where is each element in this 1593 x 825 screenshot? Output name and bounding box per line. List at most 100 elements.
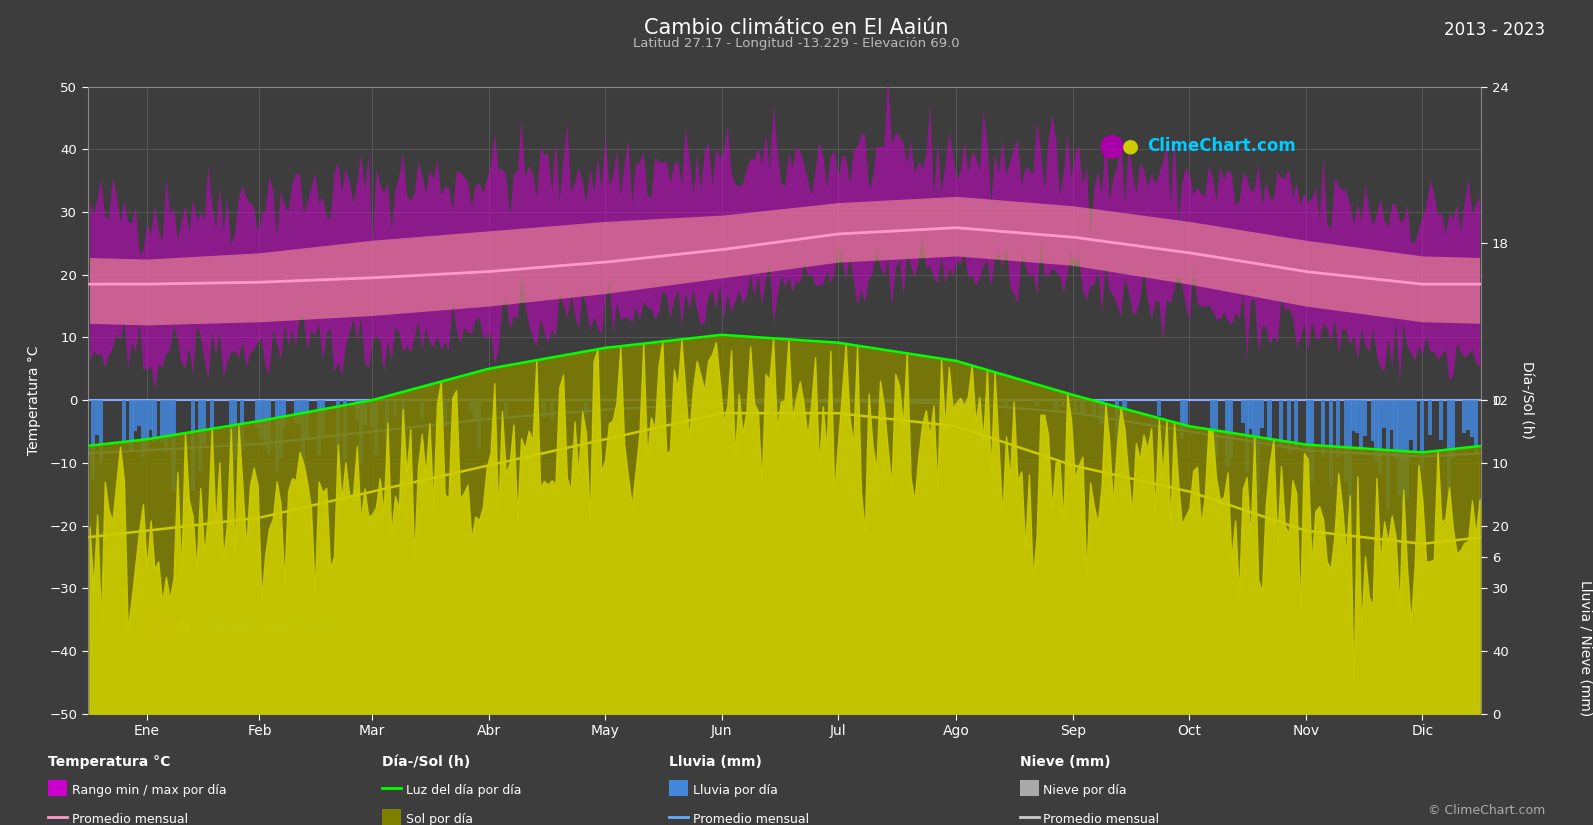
Bar xyxy=(1255,400,1260,495)
Bar xyxy=(140,400,145,457)
Bar xyxy=(306,400,309,439)
Bar xyxy=(1466,400,1470,431)
Bar xyxy=(419,400,424,419)
Bar xyxy=(1389,400,1394,430)
Bar xyxy=(1230,400,1233,460)
Bar xyxy=(1462,400,1467,433)
Bar xyxy=(1397,400,1402,494)
Bar xyxy=(320,400,325,436)
Bar xyxy=(1427,400,1432,435)
Bar xyxy=(1260,400,1263,427)
Bar xyxy=(1252,400,1257,450)
Text: Luz del día por día: Luz del día por día xyxy=(406,784,523,797)
Bar xyxy=(159,400,164,442)
Bar xyxy=(1348,400,1352,505)
Bar xyxy=(1375,400,1378,461)
Text: Nieve por día: Nieve por día xyxy=(1043,784,1126,797)
Bar xyxy=(542,400,546,417)
Text: Lluvia / Nieve (mm): Lluvia / Nieve (mm) xyxy=(1579,579,1591,716)
Bar xyxy=(1268,400,1271,442)
Bar xyxy=(129,400,134,450)
Bar xyxy=(91,400,96,478)
Bar xyxy=(1386,400,1391,511)
Text: ●: ● xyxy=(1099,132,1125,161)
Bar xyxy=(148,400,153,430)
Bar xyxy=(1321,400,1325,457)
Bar xyxy=(1440,400,1443,440)
Bar xyxy=(393,400,397,415)
Bar xyxy=(374,400,378,455)
Bar xyxy=(1287,400,1290,452)
Text: Lluvia por día: Lluvia por día xyxy=(693,784,777,797)
Bar xyxy=(1214,400,1219,457)
Bar xyxy=(1294,400,1298,448)
Bar xyxy=(1402,400,1405,507)
Bar xyxy=(301,400,306,467)
Bar xyxy=(714,400,718,407)
Bar xyxy=(293,400,298,422)
Bar xyxy=(358,400,363,463)
Bar xyxy=(229,400,233,467)
Text: Promedio mensual: Promedio mensual xyxy=(693,813,809,825)
Bar xyxy=(1241,400,1244,422)
Bar xyxy=(443,400,446,427)
Bar xyxy=(400,400,405,451)
Bar xyxy=(355,400,358,421)
Bar xyxy=(736,400,741,403)
Bar xyxy=(1344,400,1348,483)
Bar xyxy=(1378,400,1383,474)
Bar xyxy=(1179,400,1184,439)
Bar xyxy=(1309,400,1314,482)
Bar xyxy=(1053,400,1058,413)
Bar xyxy=(370,400,374,427)
Bar xyxy=(121,400,126,444)
Bar xyxy=(202,400,205,445)
Bar xyxy=(274,400,279,471)
Bar xyxy=(342,400,347,460)
Bar xyxy=(1249,400,1252,429)
Bar xyxy=(191,400,194,491)
Bar xyxy=(317,400,320,455)
Bar xyxy=(96,400,99,436)
Bar xyxy=(1225,400,1230,467)
Bar xyxy=(591,400,596,409)
Bar xyxy=(233,400,237,460)
Bar xyxy=(1351,400,1356,431)
Bar xyxy=(916,400,921,404)
Text: © ClimeChart.com: © ClimeChart.com xyxy=(1427,804,1545,817)
Bar xyxy=(503,400,508,416)
Bar xyxy=(198,400,202,471)
Bar xyxy=(1451,400,1454,459)
Bar xyxy=(1157,400,1161,416)
Text: ●: ● xyxy=(1121,137,1139,156)
Bar xyxy=(782,400,787,401)
Text: 2013 - 2023: 2013 - 2023 xyxy=(1445,21,1545,39)
Text: Latitud 27.17 - Longitud -13.229 - Elevación 69.0: Latitud 27.17 - Longitud -13.229 - Eleva… xyxy=(632,37,961,50)
Bar xyxy=(1359,400,1364,455)
Bar xyxy=(1184,400,1188,428)
Bar xyxy=(1337,400,1340,457)
Bar xyxy=(99,400,104,462)
Bar xyxy=(336,400,339,448)
Bar xyxy=(1004,400,1008,406)
Bar xyxy=(1306,400,1309,453)
Bar xyxy=(1370,400,1375,441)
Y-axis label: Día-/Sol (h): Día-/Sol (h) xyxy=(1520,361,1534,439)
Text: Nieve (mm): Nieve (mm) xyxy=(1020,755,1110,769)
Text: Sol por día: Sol por día xyxy=(406,813,473,825)
Bar xyxy=(1394,400,1397,459)
Bar xyxy=(362,400,366,425)
Bar xyxy=(1123,400,1126,417)
Bar xyxy=(1470,400,1474,436)
Bar xyxy=(145,400,148,451)
Bar xyxy=(1356,400,1359,433)
Bar xyxy=(913,400,916,403)
Text: Día-/Sol (h): Día-/Sol (h) xyxy=(382,755,470,769)
Bar xyxy=(263,400,268,446)
Bar xyxy=(1244,400,1249,473)
Bar xyxy=(1413,400,1416,451)
Bar xyxy=(1383,400,1386,428)
Text: Rango min / max por día: Rango min / max por día xyxy=(72,784,226,797)
Bar xyxy=(1446,400,1451,522)
Bar xyxy=(241,400,244,450)
